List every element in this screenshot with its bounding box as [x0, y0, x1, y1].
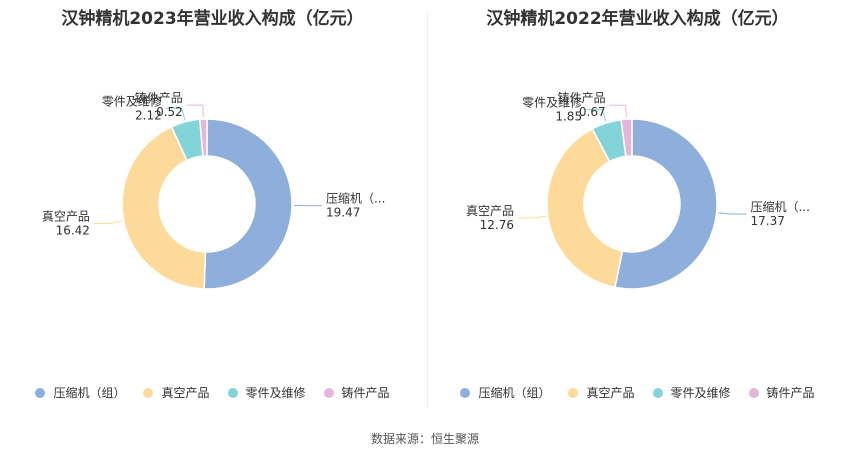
- leader-line: [186, 104, 204, 118]
- legend-swatch: [460, 387, 471, 398]
- slice-category-label: 压缩机（...: [326, 191, 385, 206]
- legend-item[interactable]: 铸件产品: [323, 384, 390, 401]
- donut-slice[interactable]: [614, 118, 718, 290]
- legend-label: 零件及维修: [670, 386, 731, 400]
- slice-value-label: 0.67: [579, 105, 606, 119]
- donut-slice[interactable]: [121, 125, 207, 290]
- data-source-note: 数据来源：恒生聚源: [370, 432, 479, 446]
- legend-swatch: [323, 387, 334, 398]
- slice-value-label: 19.47: [326, 206, 360, 220]
- legend-item[interactable]: 真空产品: [568, 384, 635, 401]
- slice-category-label: 铸件产品: [135, 90, 183, 105]
- donut-slice[interactable]: [203, 118, 293, 290]
- legend-label: 零件及维修: [245, 386, 306, 400]
- legend-label: 压缩机（组）: [478, 386, 551, 400]
- legend-swatch: [143, 387, 154, 398]
- legend-label: 真空产品: [161, 386, 210, 400]
- leader-line: [586, 109, 607, 122]
- legend-swatch: [652, 387, 663, 398]
- slice-value-label: 17.37: [751, 214, 785, 228]
- legend-label: 真空产品: [586, 386, 635, 400]
- legend-item[interactable]: 压缩机（组）: [460, 384, 550, 401]
- legend-item[interactable]: 零件及维修: [652, 384, 731, 401]
- slice-category-label: 真空产品: [466, 204, 514, 218]
- slice-value-label: 1.85: [555, 110, 582, 124]
- chart-panel-2023: 汉钟精机2023年营业收入构成（亿元） 压缩机（... 19.47 真空产品 16.4…: [0, 0, 425, 420]
- slice-value-label: 2.12: [135, 108, 162, 122]
- chart-panel-2022: 汉钟精机2022年营业收入构成（亿元） 压缩机（... 17.37 真空产品 12.7…: [425, 0, 850, 420]
- leader-line: [517, 215, 546, 219]
- slice-value-label: 16.42: [56, 224, 90, 238]
- legend-item[interactable]: 铸件产品: [748, 384, 815, 401]
- legend-swatch: [568, 387, 579, 398]
- slice-category-label: 压缩机（...: [751, 199, 810, 214]
- chart-title: 汉钟精机2023年营业收入构成（亿元）: [61, 9, 364, 29]
- slice-category-label: 铸件产品: [558, 90, 606, 105]
- chart-title: 汉钟精机2022年营业收入构成（亿元）: [486, 9, 789, 29]
- slice-category-label: 真空产品: [42, 210, 90, 224]
- leader-line: [609, 104, 627, 118]
- legend-swatch: [748, 387, 759, 398]
- legend-swatch: [35, 387, 46, 398]
- leader-line: [165, 107, 186, 120]
- legend-item[interactable]: 压缩机（组）: [35, 384, 125, 401]
- slice-value-label: 12.76: [480, 218, 514, 232]
- legend-label: 铸件产品: [766, 386, 815, 400]
- legend-label: 压缩机（组）: [53, 386, 126, 400]
- leader-line: [718, 212, 747, 215]
- legend-item[interactable]: 零件及维修: [227, 384, 306, 401]
- slice-category-label: 零件及维修: [102, 93, 162, 108]
- legend-swatch: [227, 387, 238, 398]
- panel-divider: [427, 12, 428, 408]
- slice-category-label: 零件及维修: [522, 95, 582, 110]
- donut-slice[interactable]: [546, 127, 624, 289]
- donut-slice[interactable]: [620, 118, 633, 158]
- legend-label: 铸件产品: [341, 386, 390, 400]
- leader-line: [93, 220, 122, 225]
- legend: 压缩机（组） 真空产品 零件及维修 铸件产品: [0, 384, 425, 401]
- donut-slice[interactable]: [198, 118, 208, 157]
- legend: 压缩机（组） 真空产品 零件及维修 铸件产品: [425, 384, 850, 401]
- slice-value-label: 0.52: [156, 105, 183, 119]
- legend-item[interactable]: 真空产品: [143, 384, 210, 401]
